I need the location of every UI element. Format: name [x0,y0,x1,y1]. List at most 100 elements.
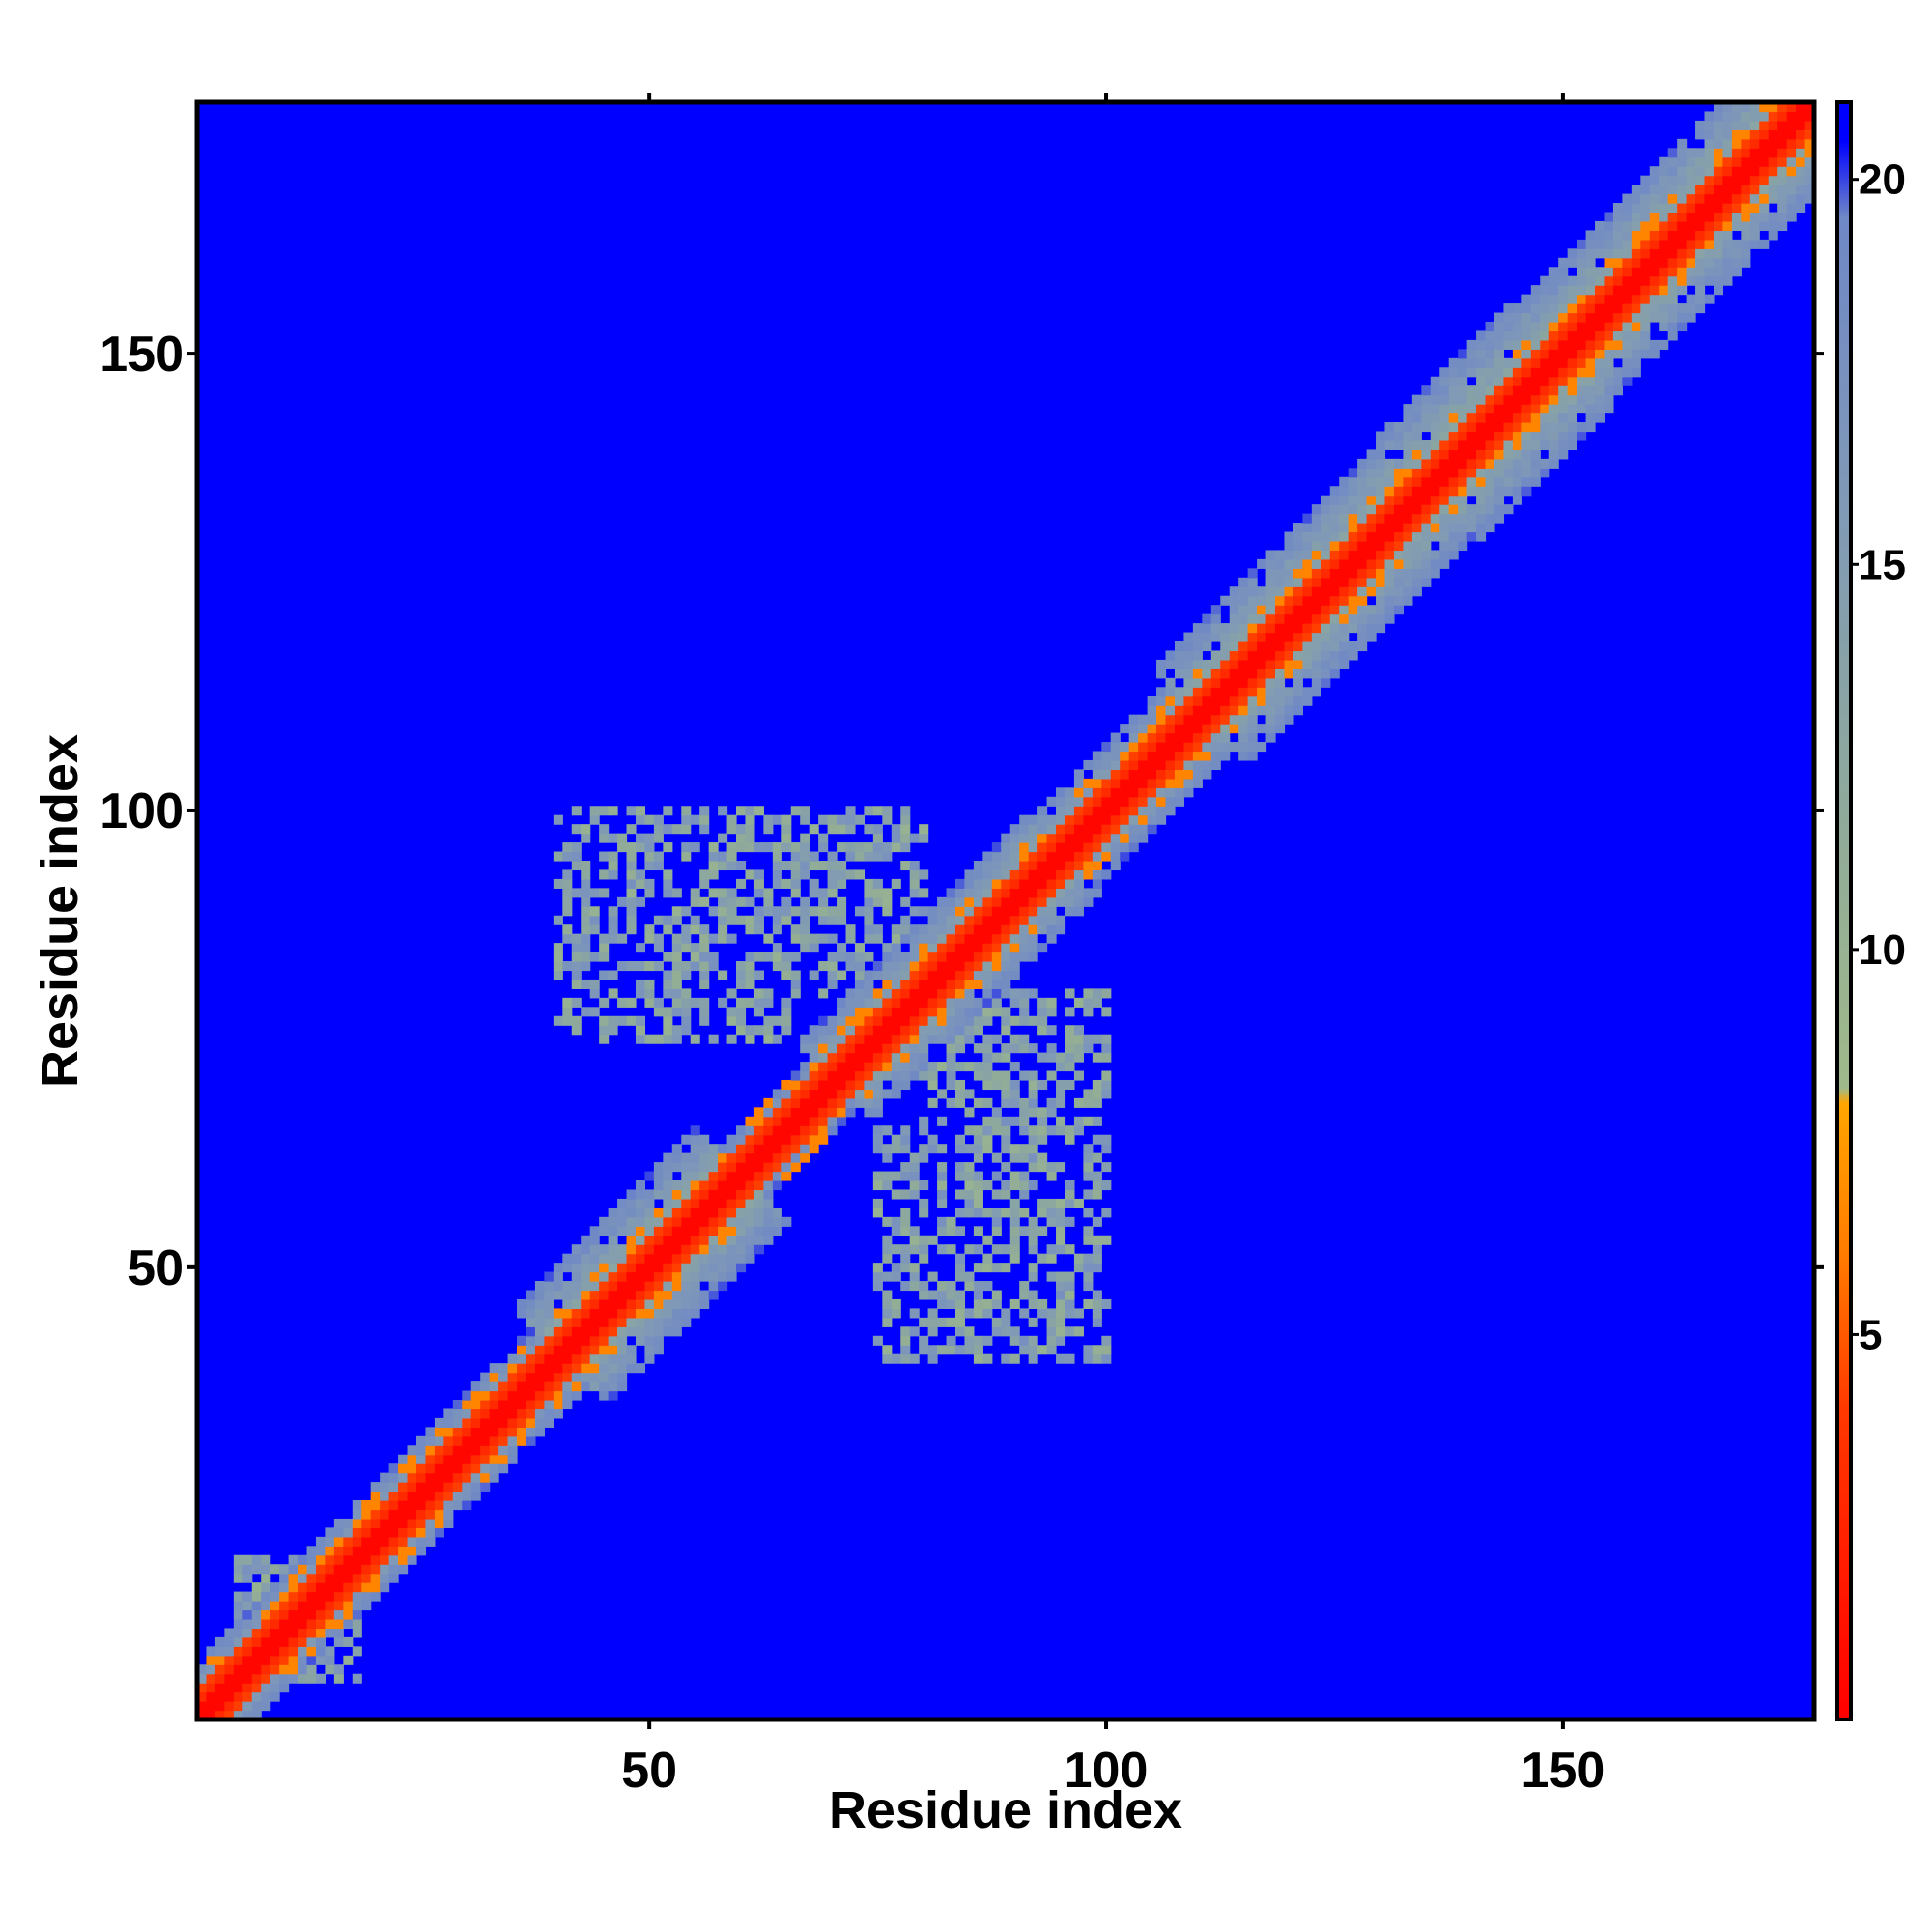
heatmap-cell [919,970,929,980]
heatmap-cell [498,1417,509,1428]
heatmap-cell [251,1601,262,1611]
heatmap-cell [671,1263,682,1273]
heatmap-cell [1530,285,1541,296]
heatmap-cell [1202,668,1212,679]
heatmap-cell [635,878,646,889]
heatmap-cell [1796,156,1806,167]
heatmap-cell [809,1062,819,1072]
heatmap-cell [753,915,764,925]
heatmap-cell [964,952,975,962]
heatmap-cell [954,1271,966,1282]
heatmap-cell [919,833,929,843]
heatmap-cell [1659,257,1669,268]
heatmap-cell [1713,148,1724,158]
heatmap-cell [1001,988,1011,999]
heatmap-cell [1649,294,1660,304]
heatmap-cell [1493,468,1505,478]
heatmap-cell [1677,175,1688,185]
heatmap-cell [763,888,774,898]
heatmap-cell [470,1427,481,1437]
heatmap-cell [1722,156,1733,167]
heatmap-cell [872,1043,883,1054]
heatmap-cell [809,1097,819,1108]
heatmap-cell [1458,495,1468,505]
heatmap-cell [233,1564,243,1575]
heatmap-cell [753,924,764,935]
heatmap-cell [1530,385,1541,396]
heatmap-cell [1065,833,1075,843]
heatmap-cell [1083,988,1094,999]
heatmap-cell [635,1253,646,1264]
heatmap-cell [1238,687,1249,697]
heatmap-cell [827,1116,838,1126]
heatmap-cell [1403,531,1413,542]
heatmap-cell [1749,230,1760,241]
heatmap-cell [864,1052,874,1063]
heatmap-cell [589,806,600,816]
heatmap-cell [872,1107,883,1118]
heatmap-cell [1357,605,1368,615]
heatmap-cell [1083,1235,1094,1245]
heatmap-cell [1640,212,1651,222]
heatmap-cell [973,1198,983,1208]
heatmap-cell [599,1372,610,1382]
heatmap-cell [736,1144,747,1154]
heatmap-cell [1493,376,1505,386]
heatmap-cell [1530,476,1541,487]
heatmap-cell [954,1079,966,1091]
heatmap-cell [909,833,920,843]
heatmap-cell [1311,577,1321,587]
heatmap-cell [1001,1079,1011,1091]
heatmap-cell [882,961,893,972]
heatmap-cell [1275,659,1286,669]
heatmap-cell [571,1298,582,1310]
heatmap-cell [1037,1198,1048,1208]
heatmap-cell [800,1107,810,1118]
heatmap-cell [1210,724,1221,734]
heatmap-cell [608,1335,618,1346]
heatmap-cell [800,1097,810,1108]
heatmap-cell [1548,422,1559,433]
heatmap-cell [1302,659,1313,669]
heatmap-cell [589,1381,600,1392]
heatmap-cell [753,842,764,853]
heatmap-cell [1759,102,1770,113]
heatmap-cell [671,888,682,898]
heatmap-cell [946,1244,956,1255]
heatmap-cell [197,1683,208,1693]
heatmap-cell [279,1646,290,1657]
heatmap-cell [954,997,966,1008]
heatmap-cell [1503,440,1514,450]
heatmap-cell [306,1646,317,1657]
heatmap-cell [1220,705,1231,716]
heatmap-cell [1009,860,1020,871]
heatmap-cell [699,1298,710,1310]
heatmap-cell [699,1144,710,1154]
heatmap-cell [1695,203,1706,213]
heatmap-cell [1448,523,1459,533]
heatmap-cell [1083,814,1094,825]
heatmap-cell [827,1052,838,1063]
heatmap-cell [197,1664,208,1675]
heatmap-cell [1009,1152,1020,1163]
heatmap-cell [233,1710,243,1719]
heatmap-cell [224,1628,235,1638]
heatmap-cell [589,1326,600,1337]
heatmap-cell [1056,888,1066,898]
heatmap-cell [1503,303,1514,314]
heatmap-cell [1458,349,1468,359]
heatmap-cell [663,1290,673,1300]
heatmap-cell [1439,504,1450,515]
heatmap-cell [415,1518,427,1528]
heatmap-cell [1009,1298,1020,1310]
heatmap-cell [1366,531,1377,542]
heatmap-cell [498,1390,509,1401]
heatmap-cell [745,979,755,989]
heatmap-cell [635,842,646,853]
heatmap-cell [608,906,618,917]
heatmap-cell [480,1372,491,1382]
heatmap-cell [343,1546,354,1556]
heatmap-cell [872,1281,883,1292]
heatmap-cell [1521,486,1532,497]
heatmap-cell [909,1326,920,1337]
